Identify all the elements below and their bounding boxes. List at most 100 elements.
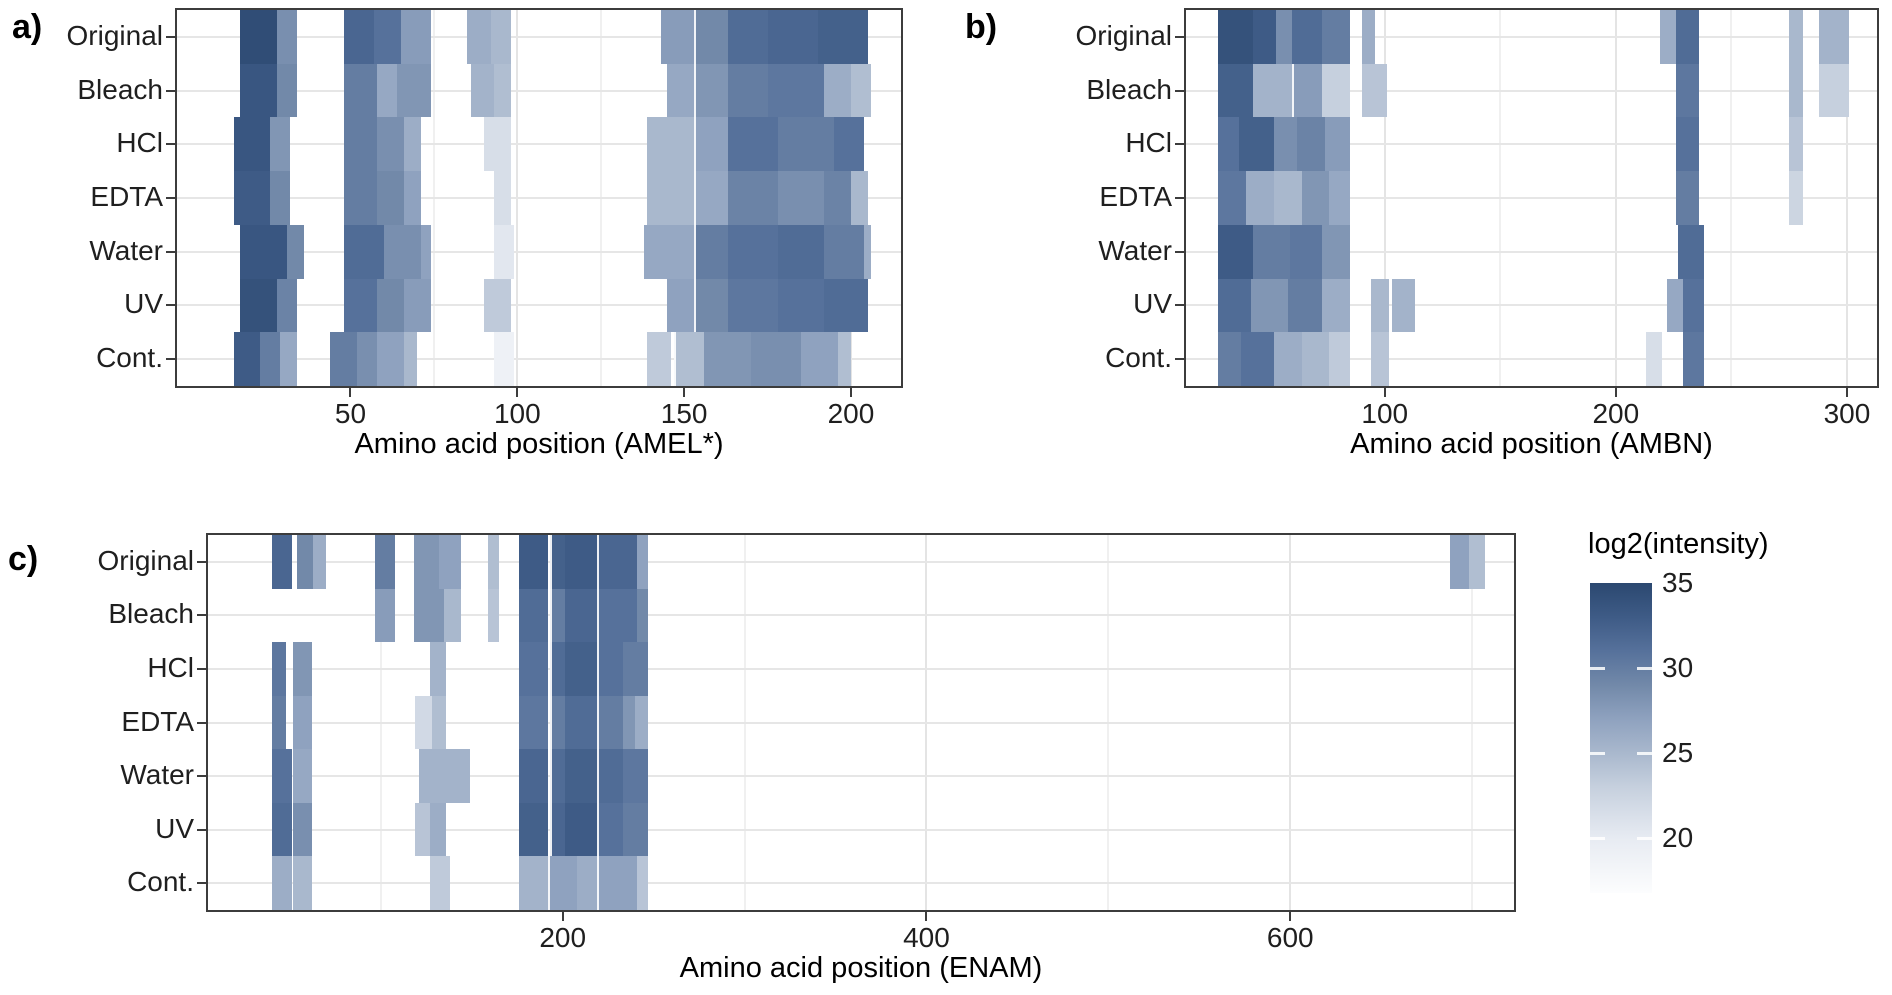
peptide-tile bbox=[1292, 63, 1325, 118]
gridline-row bbox=[177, 89, 901, 92]
x-tick-label: 50 bbox=[334, 398, 367, 429]
y-axis-tick bbox=[1175, 89, 1184, 92]
peptide-tile bbox=[1273, 332, 1302, 386]
peptide-tile bbox=[597, 535, 640, 589]
x-axis-title-b: Amino acid position (AMBN) bbox=[1350, 428, 1713, 460]
peptide-tile bbox=[444, 588, 461, 643]
peptide-tile bbox=[519, 749, 549, 803]
peptide-tile bbox=[403, 278, 431, 333]
peptide-tile bbox=[403, 171, 421, 225]
peptide-tile bbox=[549, 642, 567, 696]
peptide-tile bbox=[383, 224, 421, 279]
peptide-tile bbox=[271, 802, 292, 857]
peptide-tile bbox=[727, 117, 778, 172]
peptide-tile bbox=[240, 278, 278, 333]
gridline-row bbox=[1186, 250, 1877, 253]
gridline-row bbox=[208, 667, 1514, 670]
gridline-row bbox=[208, 775, 1514, 778]
row-label-bleach: Bleach bbox=[108, 598, 194, 630]
peptide-tile bbox=[429, 856, 450, 910]
legend-tick-notch bbox=[1637, 752, 1652, 756]
peptide-tile bbox=[1659, 10, 1676, 64]
peptide-tile bbox=[233, 332, 261, 386]
peptide-tile bbox=[493, 332, 514, 386]
legend-tick-notch bbox=[1637, 667, 1652, 671]
y-axis-tick bbox=[197, 775, 206, 778]
peptide-tile bbox=[564, 588, 598, 643]
x-tick-label: 200 bbox=[539, 922, 587, 953]
peptide-tile bbox=[694, 63, 730, 118]
peptide-tile bbox=[270, 117, 291, 172]
peptide-tile bbox=[415, 802, 430, 857]
peptide-tile bbox=[270, 171, 291, 225]
peptide-tile bbox=[850, 63, 871, 118]
peptide-tile bbox=[727, 171, 778, 225]
peptide-tile bbox=[233, 117, 271, 172]
peptide-tile bbox=[727, 10, 768, 64]
gridline-row bbox=[177, 304, 901, 307]
panel-b-letter: b) bbox=[965, 8, 998, 46]
peptide-tile bbox=[470, 63, 494, 118]
peptide-tile bbox=[644, 224, 695, 279]
row-label-cont: Cont. bbox=[127, 866, 194, 898]
peptide-tile bbox=[637, 856, 649, 910]
y-axis-tick bbox=[166, 35, 175, 38]
y-axis-tick bbox=[197, 882, 206, 885]
peptide-tile bbox=[483, 117, 511, 172]
x-axis-tick bbox=[349, 388, 352, 397]
peptide-tile bbox=[647, 171, 695, 225]
peptide-tile bbox=[1289, 224, 1323, 279]
peptide-tile bbox=[1273, 117, 1297, 172]
row-label-edta: EDTA bbox=[1099, 181, 1172, 212]
peptide-tile bbox=[519, 642, 549, 696]
peptide-tile bbox=[418, 749, 470, 803]
peptide-tile bbox=[439, 535, 461, 589]
row-label-bleach: Bleach bbox=[77, 73, 163, 105]
peptide-tile bbox=[293, 856, 312, 910]
peptide-tile bbox=[519, 535, 549, 589]
peptide-tile bbox=[1218, 10, 1253, 64]
legend-tick-notch bbox=[1637, 837, 1652, 841]
x-axis-tick bbox=[1289, 912, 1292, 921]
peptide-tile bbox=[493, 224, 514, 279]
peptide-tile bbox=[597, 749, 625, 803]
x-tick-label: 200 bbox=[827, 398, 875, 429]
peptide-tile bbox=[1675, 63, 1700, 118]
peptide-tile bbox=[1253, 224, 1290, 279]
peptide-tile bbox=[1301, 171, 1330, 225]
panel-c-letter: c) bbox=[8, 540, 39, 578]
y-axis-tick bbox=[166, 89, 175, 92]
peptide-tile bbox=[1273, 171, 1302, 225]
peptide-tile bbox=[824, 171, 851, 225]
peptide-tile bbox=[1678, 224, 1704, 279]
peptide-tile bbox=[271, 642, 287, 696]
peptide-tile bbox=[343, 171, 378, 225]
heatmap-panel-enam bbox=[206, 533, 1516, 912]
peptide-tile bbox=[824, 224, 865, 279]
legend-tick-notch bbox=[1590, 837, 1605, 841]
peptide-tile bbox=[375, 588, 396, 643]
heatmap-panel-amel bbox=[175, 8, 903, 388]
peptide-tile bbox=[564, 749, 598, 803]
peptide-tile bbox=[490, 10, 511, 64]
peptide-tile bbox=[377, 278, 404, 333]
peptide-tile bbox=[260, 332, 281, 386]
peptide-tile bbox=[1329, 171, 1351, 225]
gridline-row bbox=[1186, 304, 1877, 307]
peptide-tile bbox=[1246, 171, 1274, 225]
y-axis-tick bbox=[1175, 358, 1184, 361]
legend-tick-label: 20 bbox=[1662, 822, 1694, 854]
peptide-tile bbox=[233, 171, 271, 225]
peptide-tile bbox=[864, 224, 871, 279]
peptide-tile bbox=[519, 802, 549, 857]
legend-tick-notch bbox=[1590, 667, 1605, 671]
peptide-tile bbox=[674, 332, 707, 386]
row-label-hcl: HCl bbox=[1125, 127, 1172, 159]
peptide-tile bbox=[1218, 63, 1253, 118]
row-label-uv: UV bbox=[1133, 288, 1172, 320]
peptide-tile bbox=[597, 802, 625, 857]
peptide-tile bbox=[564, 535, 598, 589]
peptide-tile bbox=[1239, 117, 1274, 172]
peptide-tile bbox=[597, 856, 640, 910]
peptide-tile bbox=[1287, 278, 1323, 333]
